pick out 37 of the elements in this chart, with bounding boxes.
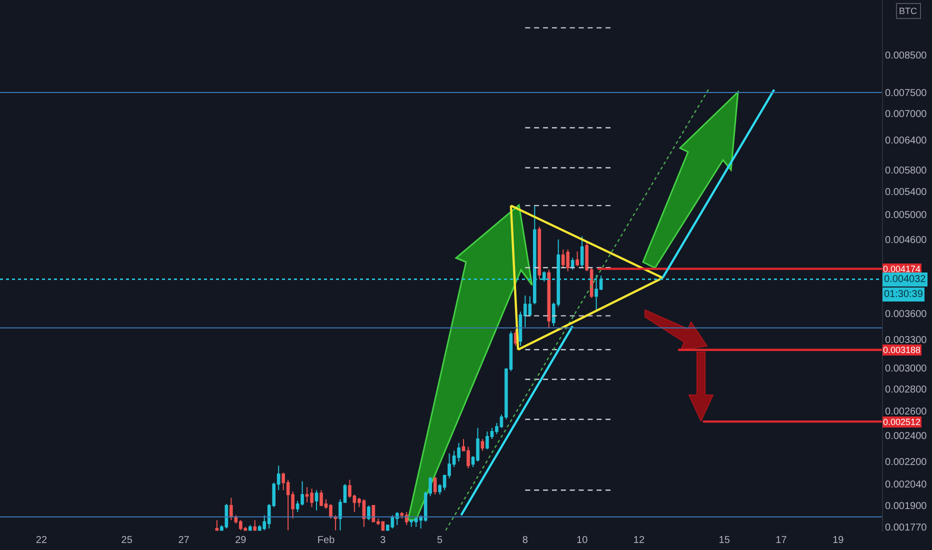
y-tick-label: 0.003600: [885, 308, 928, 320]
x-tick-label: 12: [633, 535, 645, 546]
y-tick-label: 0.007000: [885, 108, 928, 120]
y-tick-label: 0.005000: [885, 210, 928, 221]
x-tick-label: 17: [776, 535, 788, 546]
text: BTC: [899, 6, 918, 16]
y-tick-label: 0.005800: [885, 165, 928, 176]
y-tick-label: 0.005400: [885, 186, 928, 198]
y-tick-label: 0.002800: [885, 384, 928, 396]
x-tick-label: 5: [437, 535, 444, 546]
y-tick-label: 0.001900: [885, 501, 928, 512]
x-tick-label: 10: [576, 535, 588, 546]
y-tick-label: 0.003300: [885, 334, 928, 346]
x-tick-label: 8: [522, 535, 528, 546]
x-tick-label: Feb: [317, 535, 336, 546]
x-tick-label: 25: [121, 535, 133, 546]
y-tick-label: 0.004600: [885, 235, 928, 246]
y-tick-label: 0.003000: [885, 364, 928, 375]
ref-line-label: 0.004032: [884, 274, 926, 285]
x-tick-label: 27: [178, 535, 190, 546]
text: 01:30:39: [884, 289, 924, 300]
y-tick-label: 0.002600: [885, 406, 928, 418]
data-label: 0.002512: [883, 417, 921, 427]
data-label: 0.003188: [883, 345, 921, 355]
x-tick-label: 22: [36, 535, 48, 546]
x-tick-label: 15: [718, 535, 730, 546]
data-label: 0.004174: [883, 264, 921, 274]
y-tick-label: 0.001770: [885, 522, 928, 534]
x-tick-label: 29: [235, 535, 247, 546]
y-tick-label: 0.002040: [885, 480, 928, 491]
y-tick-label: 0.002200: [885, 456, 928, 468]
x-tick-label: 3: [380, 535, 386, 546]
y-tick-label: 0.008500: [885, 50, 928, 62]
y-tick-label: 0.007500: [885, 88, 928, 99]
y-tick-label: 0.002400: [885, 430, 928, 442]
y-tick-label: 0.006400: [885, 136, 928, 147]
x-tick-label: 19: [832, 535, 844, 546]
